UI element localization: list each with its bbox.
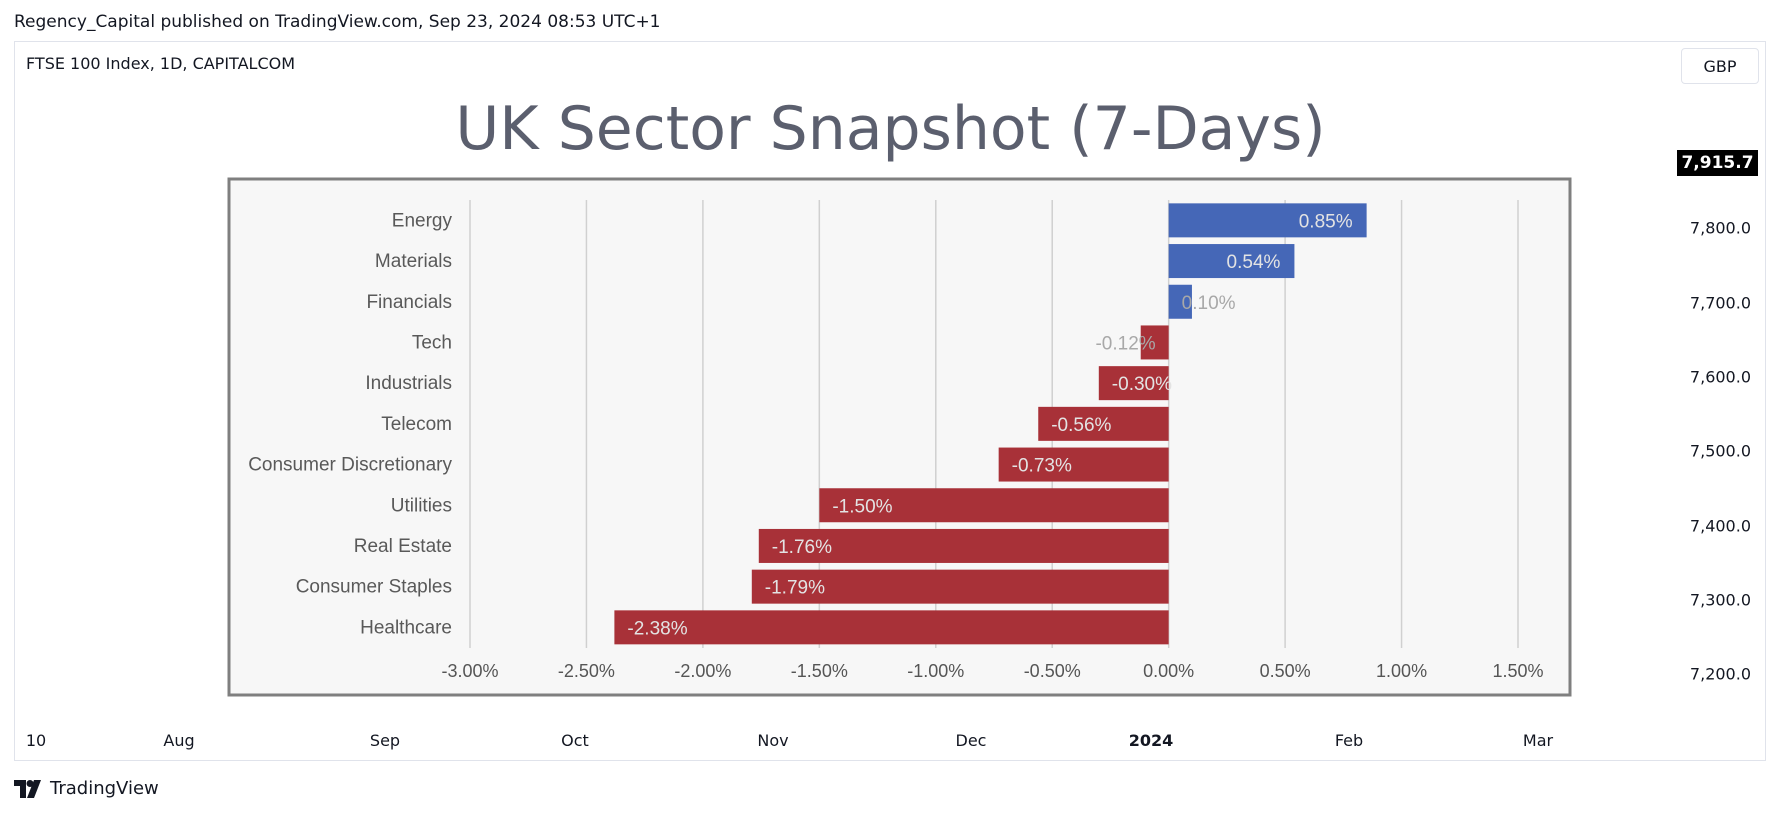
category-label: Telecom [381, 414, 452, 435]
chart-title: UK Sector Snapshot (7-Days) [455, 94, 1326, 164]
data-label: -0.73% [1012, 456, 1072, 477]
published-caption: Regency_Capital published on TradingView… [14, 12, 661, 32]
category-label: Real Estate [354, 536, 452, 557]
category-label: Industrials [365, 373, 452, 394]
symbol-title[interactable]: FTSE 100 Index, 1D, CAPITALCOM [26, 54, 296, 73]
category-label: Consumer Discretionary [248, 455, 452, 476]
data-label: 0.10% [1182, 293, 1236, 314]
time-tick: Dec [955, 731, 987, 750]
tradingview-logo-icon [14, 779, 41, 798]
x-tick-label: 1.50% [1492, 661, 1543, 681]
price-tick: 7,400.0 [1689, 516, 1751, 536]
price-tick: 7,500.0 [1689, 441, 1751, 461]
bar [1140, 325, 1169, 360]
category-label: Consumer Staples [296, 577, 452, 598]
data-label: -1.50% [832, 496, 892, 517]
bar [751, 569, 1169, 604]
bar [998, 447, 1169, 482]
time-tick: Nov [757, 731, 789, 750]
time-tick: Mar [1522, 731, 1554, 750]
x-tick-label: -2.00% [674, 661, 731, 681]
bar [614, 610, 1169, 645]
data-label: -1.76% [772, 537, 832, 558]
tradingview-brand: TradingView [50, 778, 159, 799]
data-label: -0.56% [1051, 415, 1111, 436]
chart-panel [227, 177, 1572, 697]
time-tick: Oct [561, 731, 589, 750]
bar [819, 488, 1169, 523]
x-tick-label: 1.00% [1376, 661, 1427, 681]
time-tick: 10 [25, 731, 47, 750]
x-tick-label: -1.00% [907, 661, 964, 681]
category-label: Tech [412, 332, 452, 353]
price-tick: 7,300.0 [1689, 590, 1751, 610]
data-label: -2.38% [627, 618, 687, 639]
currency-button[interactable]: GBP [1681, 48, 1759, 84]
data-label: 0.54% [1227, 252, 1281, 273]
time-tick: Aug [163, 731, 195, 750]
price-tick: 7,200.0 [1689, 664, 1751, 684]
time-tick: Feb [1334, 731, 1364, 750]
x-tick-label: -3.00% [441, 661, 498, 681]
category-label: Materials [375, 251, 452, 272]
tradingview-logo[interactable]: TradingView [14, 778, 159, 799]
price-tick: 7,700.0 [1689, 293, 1751, 313]
data-label: -0.12% [1095, 333, 1155, 354]
chart-frame [14, 41, 1766, 761]
data-label: -0.30% [1112, 374, 1172, 395]
price-tick: 7,800.0 [1689, 218, 1751, 238]
bar [1168, 244, 1295, 279]
x-tick-label: -2.50% [558, 661, 615, 681]
last-price-label: 7,915.7 [1677, 150, 1758, 176]
bar [1168, 284, 1192, 319]
bar [1168, 203, 1367, 238]
x-tick-label: 0.50% [1260, 661, 1311, 681]
category-label: Utilities [391, 495, 452, 516]
category-label: Energy [392, 210, 453, 231]
bar [1098, 366, 1169, 401]
x-tick-label: -1.50% [791, 661, 848, 681]
data-label: -1.79% [765, 578, 825, 599]
bar [758, 528, 1169, 563]
bar [1038, 406, 1169, 441]
category-label: Healthcare [360, 617, 452, 638]
time-tick: 2024 [1128, 731, 1174, 750]
category-label: Financials [366, 292, 452, 313]
data-label: 0.85% [1299, 211, 1353, 232]
x-tick-label: -0.50% [1024, 661, 1081, 681]
price-tick: 7,600.0 [1689, 367, 1751, 387]
x-tick-label: 0.00% [1143, 661, 1194, 681]
time-tick: Sep [369, 731, 401, 750]
